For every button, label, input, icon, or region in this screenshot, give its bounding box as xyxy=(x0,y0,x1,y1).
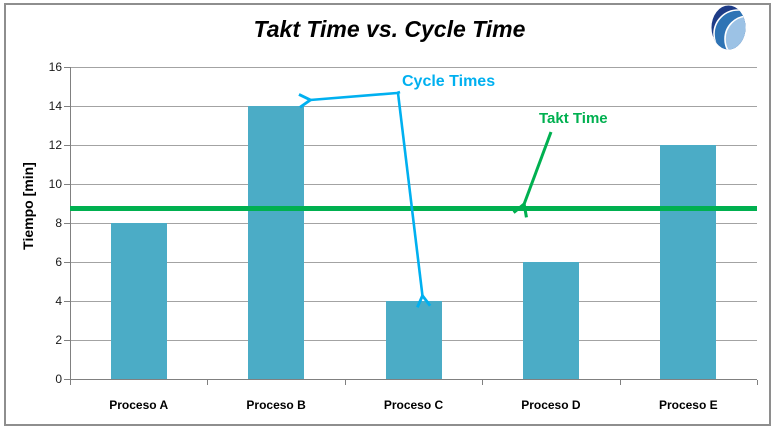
gridline-y-14 xyxy=(70,106,757,107)
chart-border xyxy=(4,3,771,426)
y-tickmark-6 xyxy=(64,262,70,263)
y-tickmark-2 xyxy=(64,340,70,341)
bar-proceso-e xyxy=(660,145,717,379)
y-tick-label-16: 16 xyxy=(48,60,62,74)
gridline-y-8 xyxy=(70,223,757,224)
y-tickmark-0 xyxy=(64,379,70,380)
x-label-proceso-e: Proceso E xyxy=(658,398,718,412)
bar-proceso-d xyxy=(522,262,579,379)
annotation-takt-time: Takt Time xyxy=(539,110,608,127)
x-tickmark-2 xyxy=(344,380,346,385)
y-tickmark-8 xyxy=(64,223,70,224)
y-tick-label-10: 10 xyxy=(48,177,62,191)
y-tick-label-14: 14 xyxy=(48,99,62,113)
x-tickmark-0 xyxy=(70,380,71,385)
bar-proceso-a xyxy=(110,223,167,379)
y-tick-label-0: 0 xyxy=(55,372,62,386)
x-label-proceso-c: Proceso C xyxy=(383,398,444,412)
bar-proceso-b xyxy=(248,106,305,379)
x-tickmark-4 xyxy=(619,380,621,385)
x-label-proceso-b: Proceso B xyxy=(246,398,306,412)
gridline-y-16 xyxy=(70,67,757,68)
takt-time-line xyxy=(70,206,757,212)
y-tick-label-12: 12 xyxy=(48,138,62,152)
y-tick-label-8: 8 xyxy=(55,216,62,230)
y-tick-label-2: 2 xyxy=(55,333,62,347)
y-tickmark-4 xyxy=(64,301,70,302)
y-tick-label-6: 6 xyxy=(55,255,62,269)
x-label-proceso-a: Proceso A xyxy=(109,398,169,412)
y-tickmark-14 xyxy=(64,106,70,107)
x-tickmark-5 xyxy=(757,380,758,385)
y-tickmark-12 xyxy=(64,145,70,146)
gridline-y-12 xyxy=(70,145,757,146)
gridline-y-6 xyxy=(70,262,757,263)
y-tick-label-4: 4 xyxy=(55,294,62,308)
bar-proceso-c xyxy=(385,301,442,379)
y-axis-line xyxy=(70,67,71,379)
sphere-swoosh-logo-icon xyxy=(711,5,746,50)
annotation-cycle-times: Cycle Times xyxy=(402,73,496,90)
gridline-y-10 xyxy=(70,184,757,185)
y-tickmark-10 xyxy=(64,184,70,185)
chart-title: Takt Time vs. Cycle Time xyxy=(253,16,526,42)
x-tickmark-1 xyxy=(207,380,209,385)
x-label-proceso-d: Proceso D xyxy=(521,398,581,412)
x-tickmark-3 xyxy=(482,380,484,385)
x-axis-line xyxy=(70,379,757,380)
y-tickmark-16 xyxy=(64,67,70,68)
